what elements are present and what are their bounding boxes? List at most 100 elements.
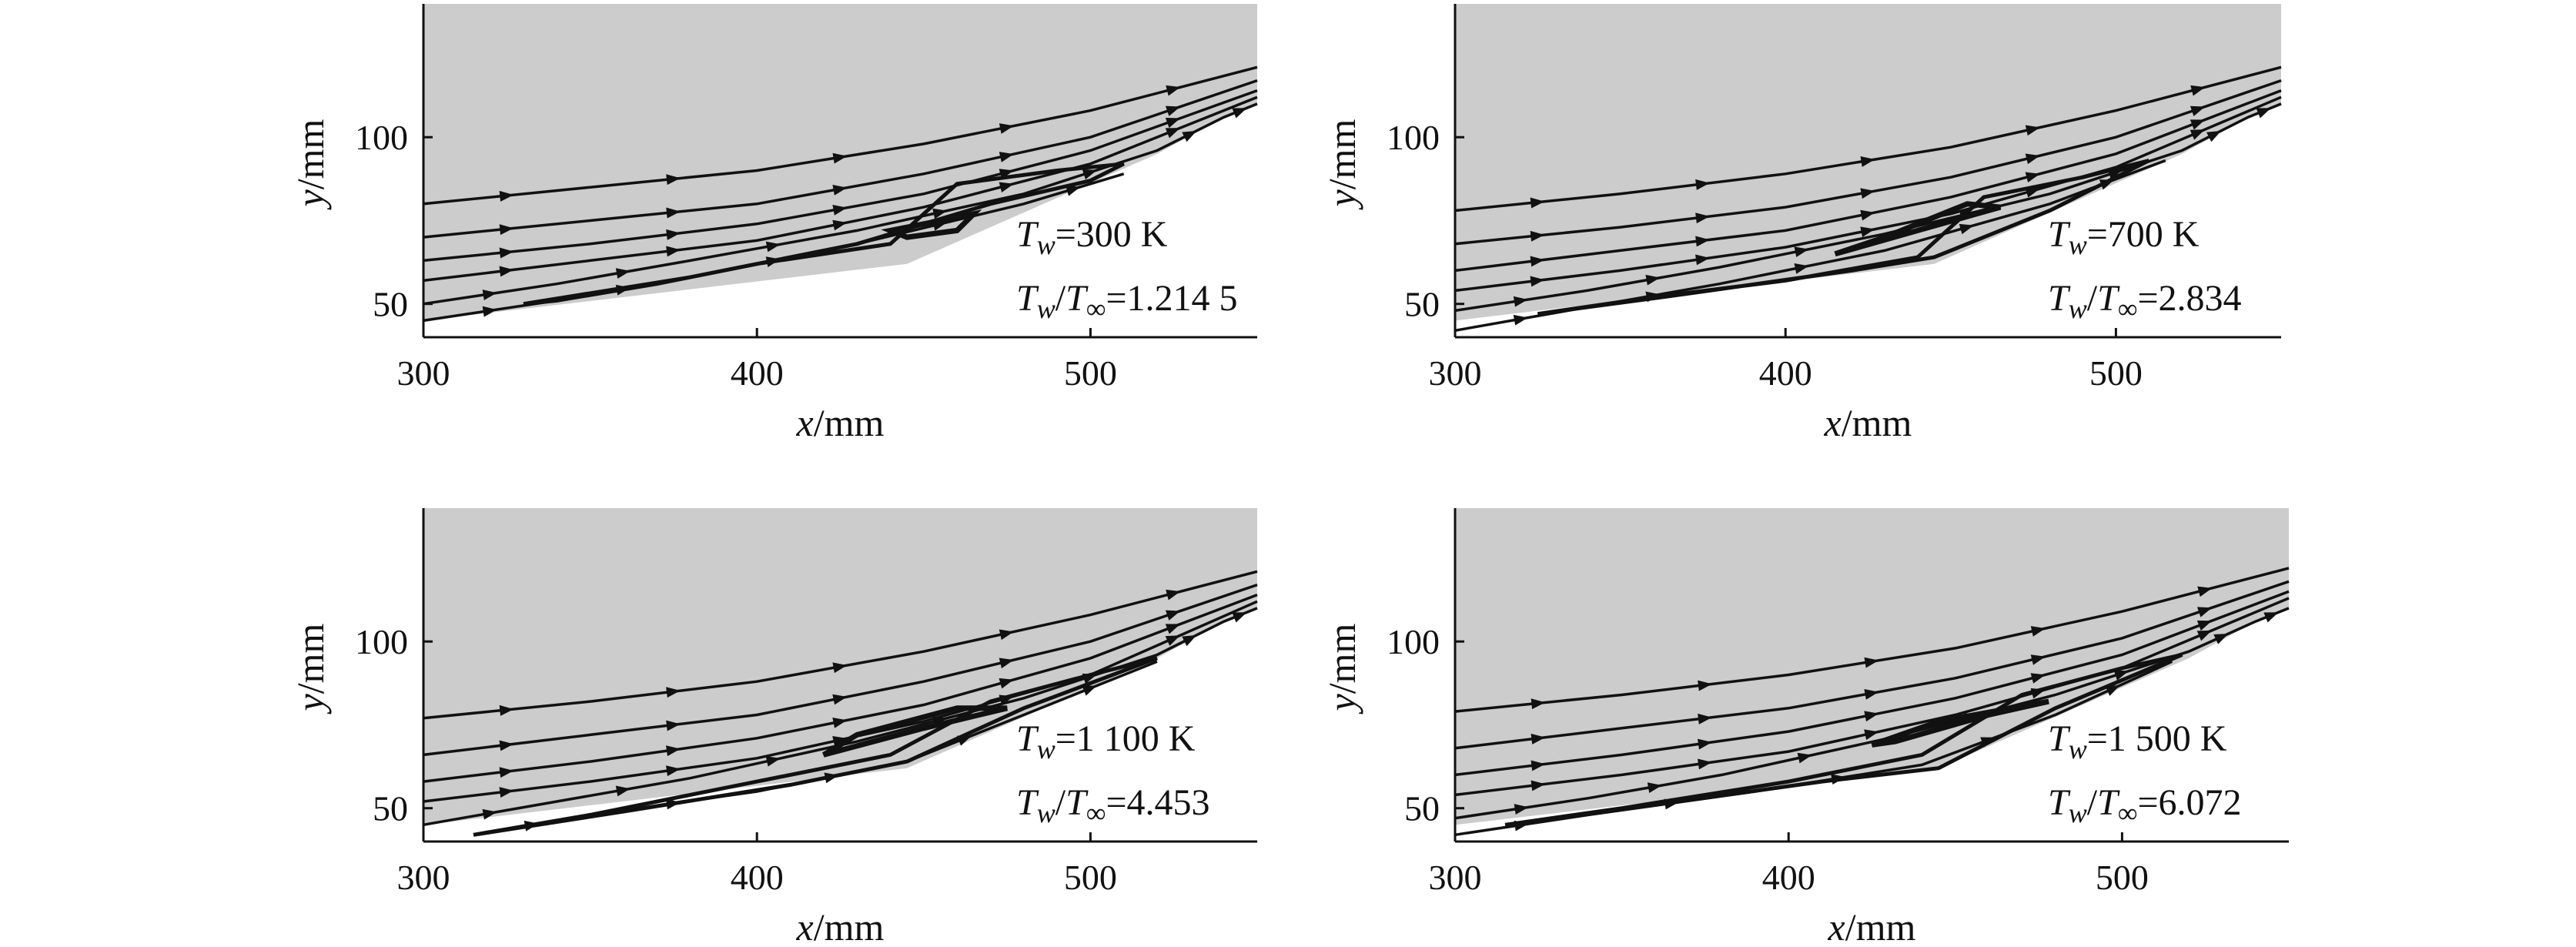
streamline-arrow bbox=[2196, 630, 2212, 641]
streamline-arrow bbox=[1698, 680, 1712, 691]
streamline-arrow bbox=[2113, 670, 2129, 681]
streamline-arrow bbox=[1165, 610, 1181, 621]
streamline-arrow bbox=[666, 229, 681, 240]
streamline-arrow bbox=[2206, 130, 2222, 142]
streamline-arrow bbox=[2190, 85, 2206, 96]
streamline-arrow bbox=[1166, 85, 1181, 96]
streamline-arrow bbox=[1860, 156, 1875, 167]
streamline-arrow bbox=[1232, 612, 1247, 623]
streamline-arrow bbox=[999, 182, 1014, 193]
streamline-arrow bbox=[1530, 276, 1545, 287]
wall-region bbox=[1455, 103, 2281, 337]
streamline-arrow bbox=[2030, 673, 2046, 684]
y-tick-label: 50 bbox=[373, 789, 408, 828]
streamline-arrow bbox=[1698, 713, 1712, 724]
streamline-arrow bbox=[999, 152, 1014, 162]
temp-ratio-label: Tw/T∞=2.834 bbox=[2048, 278, 2242, 324]
vortex-core bbox=[881, 209, 982, 240]
streamline-arrow bbox=[765, 241, 781, 253]
streamline-arrow bbox=[499, 247, 514, 259]
streamline-arrow bbox=[1531, 760, 1546, 771]
streamline-arrow bbox=[615, 268, 631, 279]
streamline-arrow bbox=[765, 755, 781, 767]
x-tick-label: 300 bbox=[397, 858, 450, 897]
streamline-arrow bbox=[1695, 254, 1710, 266]
y-axis-label: y/mm bbox=[289, 119, 332, 210]
streamline-arrow bbox=[999, 629, 1014, 641]
x-tick-label: 300 bbox=[1429, 353, 1482, 393]
streamline-arrow bbox=[832, 662, 848, 674]
streamline-arrow bbox=[1864, 689, 1879, 700]
y-axis-label: y/mm bbox=[1320, 623, 1363, 714]
y-tick-label: 100 bbox=[1387, 622, 1440, 661]
streamline-arrow bbox=[1513, 314, 1528, 326]
panel-4: 300 400 500 50 100 x/mm y/mm Tw=1 500 K Tw/T∞=6.… bbox=[1320, 508, 2290, 947]
streamline-arrow bbox=[1182, 130, 1197, 142]
streamline-arrow bbox=[666, 687, 681, 698]
streamline-arrow bbox=[2213, 634, 2229, 644]
streamline-arrow bbox=[615, 785, 631, 797]
wall-temp-label: Tw=1 100 K bbox=[1016, 718, 1196, 765]
y-axis-label: y/mm bbox=[289, 623, 332, 714]
y-tick-label: 50 bbox=[1404, 789, 1440, 828]
x-tick-label: 400 bbox=[731, 858, 784, 897]
x-axis-label: x/mm bbox=[1824, 401, 1912, 444]
streamline-arrow bbox=[2196, 607, 2213, 617]
streamline-arrow bbox=[1695, 212, 1710, 224]
x-tick-label: 400 bbox=[1759, 353, 1812, 393]
streamline-arrow bbox=[1165, 624, 1181, 634]
streamline-arrow bbox=[2263, 612, 2279, 623]
streamline-arrow bbox=[999, 658, 1014, 669]
streamline-arrow bbox=[932, 208, 948, 219]
x-axis-label: x/mm bbox=[1828, 905, 1916, 947]
y-axis-label: y/mm bbox=[1320, 119, 1363, 210]
streamline-arrow bbox=[666, 720, 681, 731]
streamline-arrow bbox=[1794, 246, 1809, 258]
y-tick-label: 50 bbox=[1404, 285, 1440, 324]
x-tick-label: 500 bbox=[2089, 353, 2143, 393]
streamline-arrow bbox=[499, 266, 514, 277]
y-tick-label: 100 bbox=[355, 622, 408, 661]
separation-bubble bbox=[473, 656, 1158, 837]
streamline-arrow bbox=[1082, 685, 1097, 696]
vortex-core bbox=[822, 705, 1008, 758]
x-tick-label: 300 bbox=[1429, 858, 1482, 897]
panel-2: 300 400 500 50 100 x/mm y/mm Tw=700 K Tw/T∞=2.83… bbox=[1320, 4, 2282, 444]
x-tick-label: 400 bbox=[731, 353, 784, 393]
temp-ratio-label: Tw/T∞=1.214 5 bbox=[1016, 278, 1238, 324]
x-tick-label: 300 bbox=[397, 353, 450, 393]
streamline-arrow bbox=[1165, 117, 1181, 129]
streamline-arrow bbox=[1513, 296, 1528, 307]
streamline-arrow bbox=[2030, 654, 2046, 665]
streamline-arrow bbox=[1531, 733, 1546, 745]
streamline-arrow bbox=[1182, 634, 1197, 647]
streamline-arrow bbox=[1698, 758, 1712, 770]
x-axis-label: x/mm bbox=[796, 905, 885, 947]
wall-temp-label: Tw=300 K bbox=[1016, 214, 1168, 260]
streamline-arrow bbox=[499, 787, 514, 798]
streamline-arrow bbox=[832, 205, 848, 216]
streamline-arrow bbox=[1797, 752, 1812, 764]
streamline-arrow bbox=[1647, 782, 1662, 794]
streamline-arrow bbox=[2025, 125, 2040, 136]
streamline-arrow bbox=[666, 745, 681, 757]
wall-region bbox=[1455, 607, 2289, 842]
y-tick-label: 100 bbox=[355, 118, 408, 157]
streamline-arrow bbox=[1531, 780, 1546, 791]
streamline-arrow bbox=[1531, 698, 1546, 710]
streamline-arrow bbox=[499, 767, 514, 778]
streamline-arrow bbox=[1860, 209, 1875, 221]
streamline-arrow bbox=[1794, 263, 1809, 274]
wall-region bbox=[423, 103, 1257, 337]
vortex-core bbox=[1834, 201, 2002, 257]
streamline-arrow bbox=[2025, 172, 2040, 183]
separation-bubble bbox=[1537, 159, 2150, 316]
separation-bubble bbox=[523, 162, 1125, 306]
streamline-arrow bbox=[832, 717, 848, 728]
wall-temp-label: Tw=700 K bbox=[2048, 214, 2200, 260]
streamline-arrow bbox=[499, 190, 514, 202]
x-axis-label: x/mm bbox=[796, 401, 885, 444]
streamline-arrow bbox=[1166, 589, 1181, 601]
streamline-arrow bbox=[499, 224, 514, 236]
streamline-arrow bbox=[2256, 108, 2271, 119]
